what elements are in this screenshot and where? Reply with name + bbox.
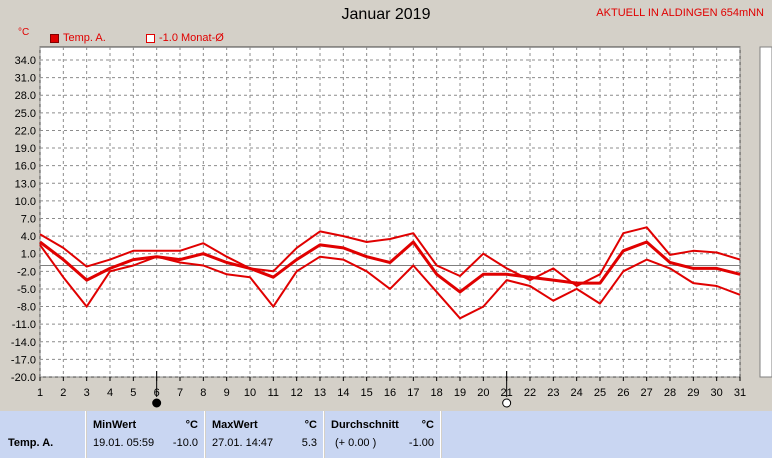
y-tick-label: 1.0	[21, 249, 36, 261]
avg-header: Durchschnitt	[331, 419, 399, 431]
x-tick-label: 4	[107, 387, 113, 399]
x-tick-label: 20	[477, 387, 489, 399]
x-tick-label: 19	[454, 387, 466, 399]
legend-label-mean: -1.0 Monat-Ø	[159, 32, 224, 44]
y-tick-label: 10.0	[15, 196, 36, 208]
x-tick-label: 10	[244, 387, 256, 399]
avg-unit: °C	[421, 419, 434, 431]
grid-lines	[39, 47, 741, 378]
station-label: AKTUELL IN ALDINGEN 654mNN	[596, 7, 764, 19]
x-tick-label: 8	[200, 387, 206, 399]
y-axis-ticks: 34.0 31.0 28.0 25.0 22.0 19.0 16.0 13.0 10.0 7.0 4…	[11, 55, 36, 384]
y-tick-label: 28.0	[15, 90, 36, 102]
summary-avg-cell: Durchschnitt °C (+ 0.00 ) -1.00	[325, 411, 441, 458]
chart-title: Januar 2019	[341, 6, 431, 23]
x-tick-label: 17	[407, 387, 419, 399]
y-tick-label: -14.0	[11, 337, 36, 349]
summary-row-label: Temp. A.	[8, 437, 54, 449]
y-tick-label: -2.0	[17, 266, 36, 278]
min-unit: °C	[185, 419, 198, 431]
x-tick-label: 11	[268, 387, 279, 399]
summary-table: Temp. A. MinWert °C 19.01. 05:59 -10.0 M…	[0, 411, 772, 458]
x-tick-label: 15	[361, 387, 373, 399]
min-value: -10.0	[172, 437, 198, 449]
min-time: 19.01. 05:59	[93, 437, 155, 449]
y-tick-label: 22.0	[15, 125, 36, 137]
x-tick-label: 25	[594, 387, 606, 399]
x-tick-label: 23	[547, 387, 559, 399]
legend-label-temp: Temp. A.	[63, 32, 106, 44]
x-tick-label: 2	[60, 387, 66, 399]
y-tick-label: -5.0	[17, 284, 36, 296]
x-tick-label: 5	[130, 387, 136, 399]
x-tick-label: 24	[571, 387, 583, 399]
y-tick-label: 25.0	[15, 108, 36, 120]
y-tick-label: 7.0	[21, 214, 36, 226]
x-tick-label: 27	[641, 387, 653, 399]
series-line-1	[39, 226, 741, 287]
y-tick-label: -11.0	[12, 319, 36, 331]
x-tick-label: 13	[314, 387, 326, 399]
x-tick-label: 29	[687, 387, 699, 399]
avg-value: -1.00	[408, 437, 434, 449]
x-tick-label: 18	[431, 387, 443, 399]
full-moon-icon	[502, 398, 512, 408]
y-tick-label: -20.0	[11, 372, 36, 384]
legend-swatch-filled	[50, 33, 59, 43]
summary-max-cell: MaxWert °C 27.01. 14:47 5.3	[206, 411, 324, 458]
series-group	[39, 226, 741, 320]
x-tick-label: 1	[37, 387, 43, 399]
x-tick-label: 30	[711, 387, 723, 399]
x-tick-label: 9	[224, 387, 230, 399]
x-tick-label: 14	[337, 387, 349, 399]
legend-swatch-outline	[146, 33, 155, 43]
series-line-3	[39, 244, 741, 320]
max-unit: °C	[304, 419, 317, 431]
x-tick-label: 16	[384, 387, 396, 399]
x-tick-label: 7	[177, 387, 183, 399]
y-tick-label: -8.0	[17, 302, 36, 314]
legend-item-temp[interactable]: Temp. A.	[50, 32, 106, 44]
side-panel	[759, 46, 772, 378]
y-tick-label: 19.0	[15, 143, 36, 155]
summary-min-cell: MinWert °C 19.01. 05:59 -10.0	[87, 411, 205, 458]
x-tick-label: 28	[664, 387, 676, 399]
summary-row-label-cell: Temp. A.	[0, 411, 86, 458]
x-axis-ticks: 1234567891011121314151617181920212223242…	[37, 377, 746, 399]
avg-note: (+ 0.00 )	[335, 437, 377, 449]
new-moon-icon	[152, 398, 162, 408]
y-tick-label: 13.0	[15, 178, 36, 190]
temperature-chart: 34.031.028.025.022.019.016.013.010.07.04…	[11, 46, 772, 408]
y-tick-label: 34.0	[15, 55, 36, 67]
x-tick-label: 31	[734, 387, 746, 399]
moon-markers	[152, 371, 512, 408]
y-tick-label: -17.0	[11, 354, 36, 366]
min-header: MinWert	[93, 419, 137, 431]
y-tick-label: 31.0	[15, 73, 36, 85]
x-tick-label: 22	[524, 387, 536, 399]
x-tick-label: 26	[617, 387, 629, 399]
x-tick-label: 3	[84, 387, 90, 399]
summary-empty-cell	[442, 411, 772, 458]
max-header: MaxWert	[212, 419, 258, 431]
legend-item-mean[interactable]: -1.0 Monat-Ø	[146, 32, 224, 44]
y-unit-label: °C	[18, 27, 30, 38]
max-value: 5.3	[301, 437, 317, 449]
y-tick-label: 16.0	[15, 161, 36, 173]
x-tick-label: 12	[291, 387, 303, 399]
max-time: 27.01. 14:47	[212, 437, 274, 449]
y-tick-label: 4.0	[21, 231, 36, 243]
